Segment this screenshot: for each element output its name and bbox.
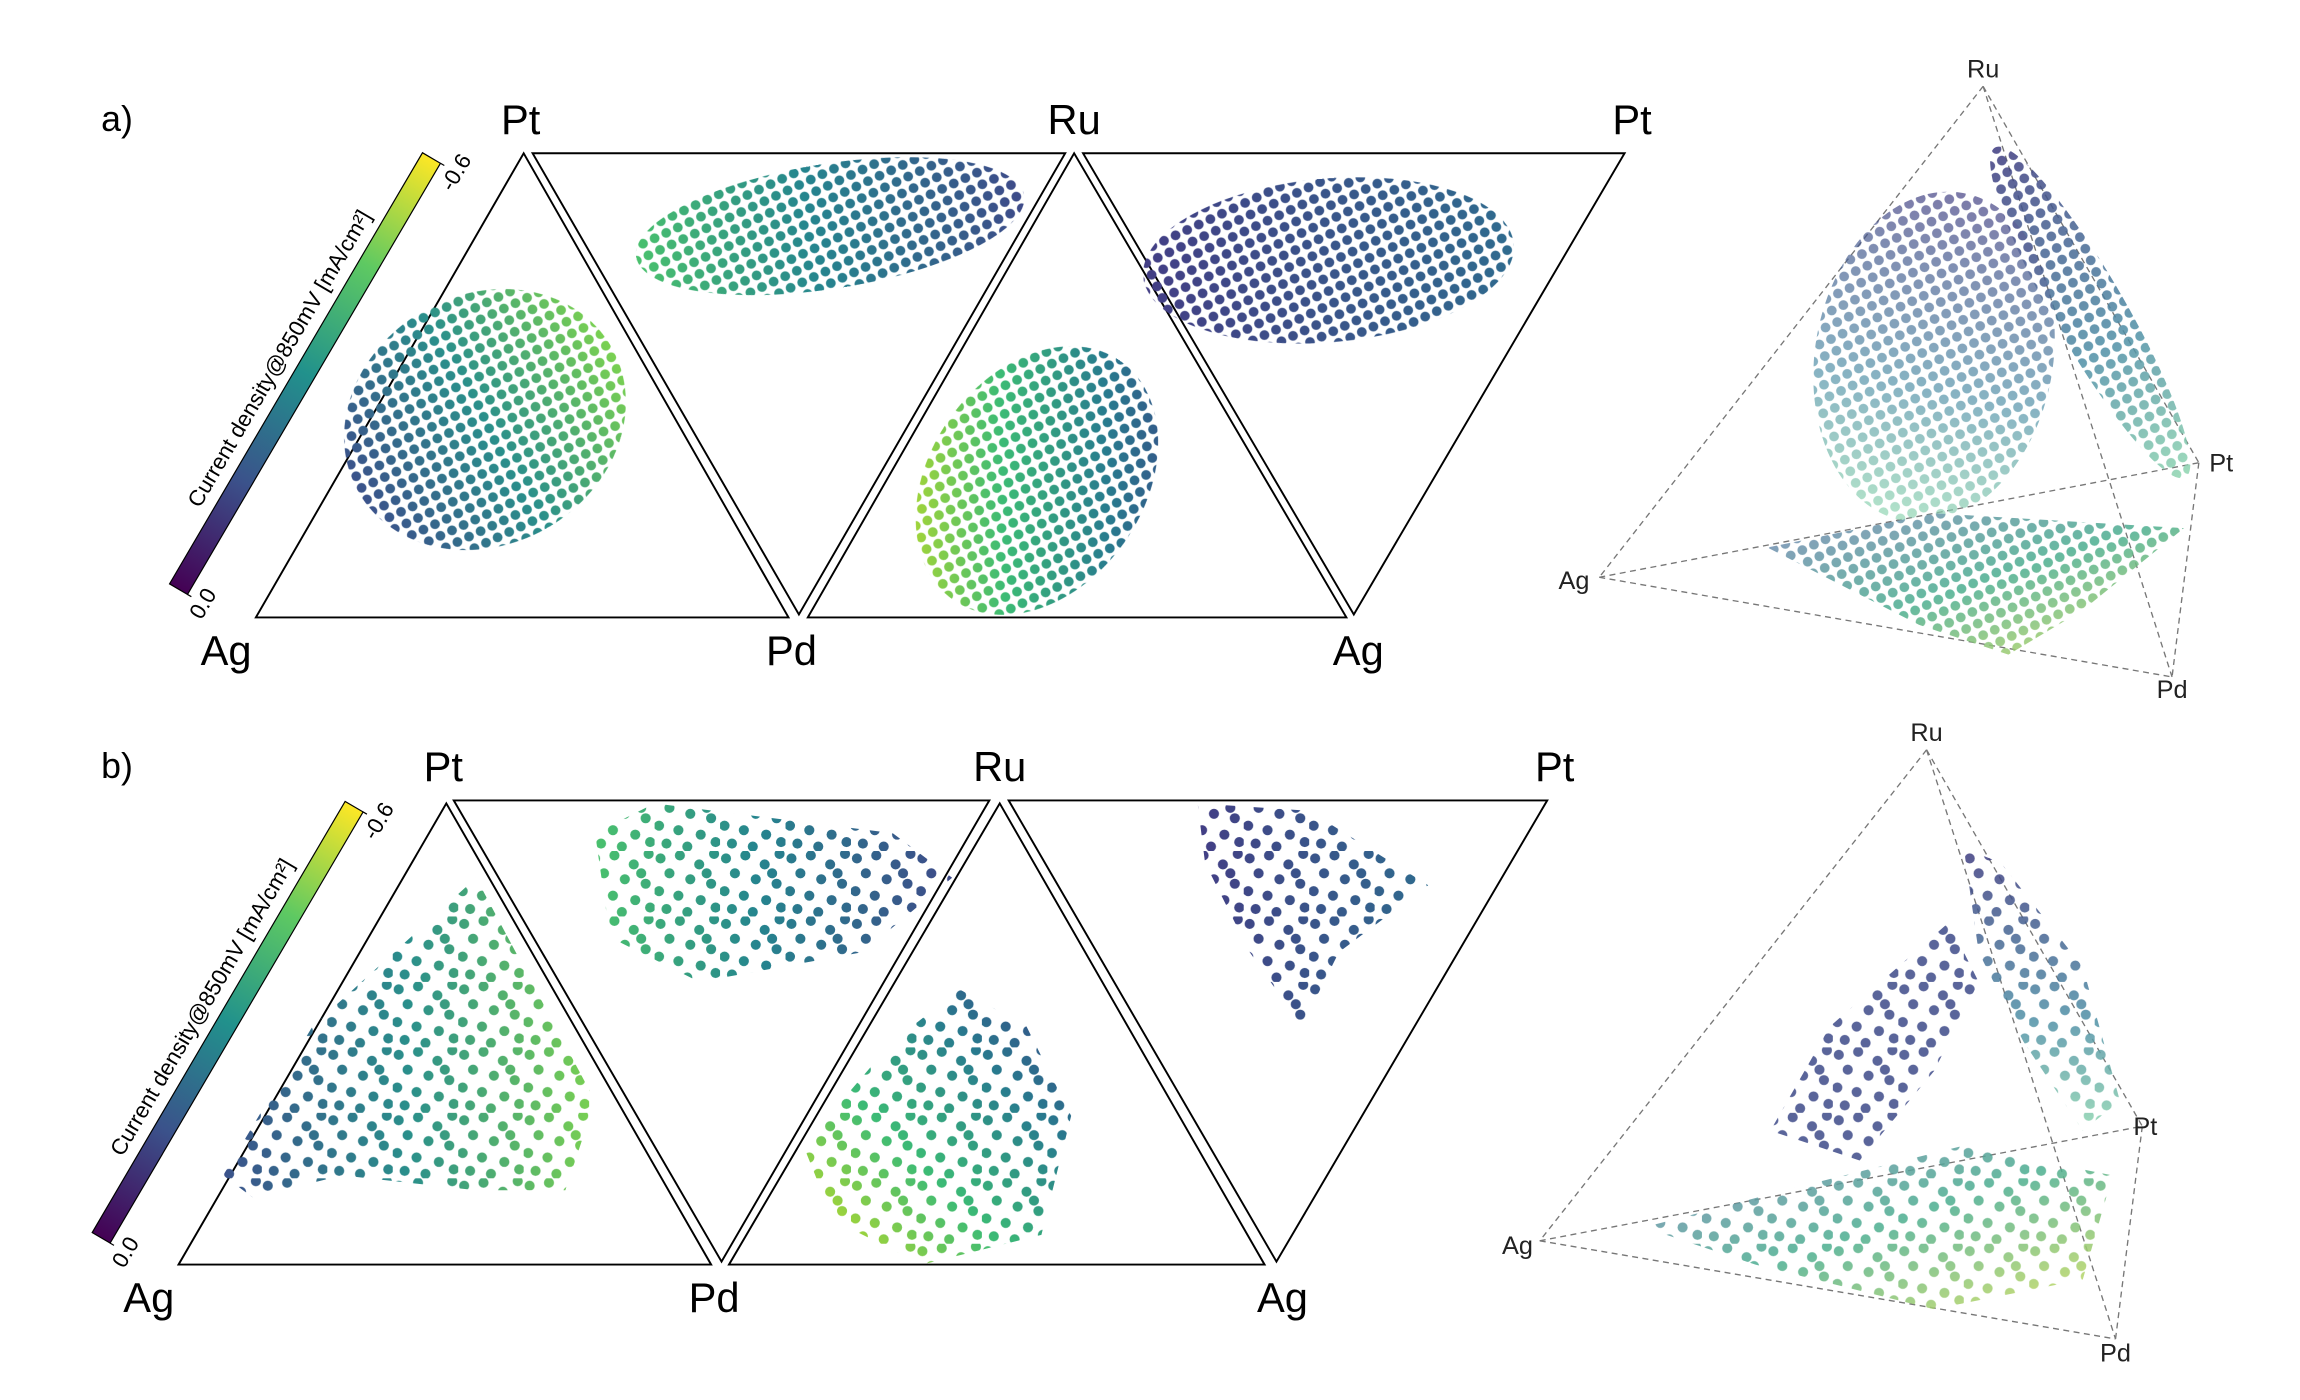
vertex-label: Pt bbox=[424, 743, 464, 790]
panel-b: b) Current density@850mV [mA/cm²]0.0-0.6… bbox=[91, 719, 2157, 1367]
vertex-label: Pd bbox=[766, 627, 817, 674]
tetrahedron: Ru Pt Ag Pd bbox=[1559, 55, 2234, 703]
vertex-label: Ru bbox=[973, 743, 1026, 790]
colorbar-tick bbox=[362, 811, 368, 815]
vertex-label: Pt bbox=[501, 96, 541, 143]
panel-label: a) bbox=[101, 99, 133, 139]
vertex-label: Ru bbox=[1910, 719, 1942, 747]
vertex-label: Ag bbox=[201, 627, 252, 674]
colorbar-label: Current density@850mV [mA/cm²] bbox=[183, 206, 377, 512]
vertex-label: Ag bbox=[123, 1274, 174, 1321]
vertex-label: Pd bbox=[2100, 1339, 2131, 1367]
colorbar-tick-label: -0.6 bbox=[358, 798, 399, 844]
vertex-label: Pd bbox=[689, 1274, 740, 1321]
vertex-label: Ru bbox=[1048, 96, 1101, 143]
vertex-label: Pd bbox=[2157, 676, 2188, 704]
colorbar-tick bbox=[187, 593, 192, 598]
triangle bbox=[806, 151, 1349, 619]
vertex-label: Ag bbox=[1559, 567, 1590, 595]
colorbar-scale bbox=[168, 151, 442, 596]
colorbar-tick bbox=[440, 162, 445, 167]
vertex-label: Pt bbox=[2209, 450, 2233, 478]
triangle bbox=[727, 801, 1267, 1266]
point-cloud bbox=[223, 803, 1429, 1265]
vertex-label: Pt bbox=[1535, 743, 1575, 790]
panel-label: b) bbox=[101, 746, 133, 786]
colorbar-tick bbox=[109, 1242, 115, 1246]
tetrahedron: Ru Pt Ag Pd bbox=[1502, 719, 2157, 1367]
vertex-label: Ag bbox=[1333, 627, 1384, 674]
vertex-label: Ru bbox=[1967, 55, 1999, 83]
colorbar-scale bbox=[91, 800, 364, 1244]
triangle bbox=[452, 799, 992, 1264]
panel-a: a) Current density@850mV [mA/cm²]0.0-0.6… bbox=[101, 55, 2233, 703]
triangle bbox=[1006, 799, 1549, 1264]
vertex-label: Ag bbox=[1502, 1232, 1533, 1260]
colorbar-tick-label: -0.6 bbox=[435, 149, 476, 195]
triangle bbox=[530, 152, 1067, 617]
vertex-label: Pt bbox=[1612, 96, 1652, 143]
vertex-label: Pt bbox=[2133, 1113, 2157, 1141]
point-cloud bbox=[344, 157, 1514, 615]
triangle bbox=[1081, 152, 1627, 617]
vertex-label: Ag bbox=[1257, 1274, 1308, 1321]
